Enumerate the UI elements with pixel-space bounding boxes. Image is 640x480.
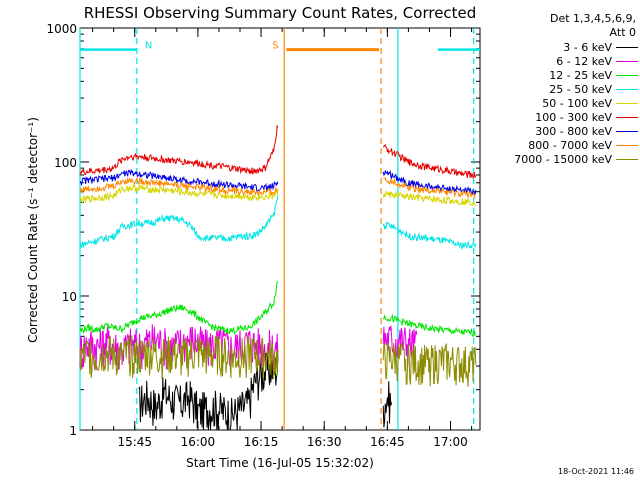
y-tick-label: 1 [69,424,77,438]
legend-swatch [616,102,638,104]
legend-swatch [616,130,638,132]
annotation-label: S [272,41,278,52]
legend-item-label: 6 - 12 keV [556,54,612,68]
legend-item-label: 3 - 6 keV [563,40,612,54]
series-line [79,177,477,199]
series-line [79,335,477,387]
legend-item-label: 100 - 300 keV [535,110,612,124]
legend-item-label: 25 - 50 keV [549,82,612,96]
timestamp: 18-Oct-2021 11:46 [558,467,634,476]
legend-swatch [616,116,638,118]
legend-item-label: 300 - 800 keV [535,124,612,138]
legend-swatch [616,158,638,160]
legend-item: 100 - 300 keV [482,110,638,124]
legend-item-label: 800 - 7000 keV [528,138,612,152]
legend-item-label: 7000 - 15000 keV [514,152,612,166]
y-tick-label: 100 [54,156,77,170]
x-axis-label: Start Time (16-Jul-05 15:32:02) [186,456,374,470]
legend-swatch [616,88,638,90]
legend-swatch [616,60,638,62]
legend-item-label: 50 - 100 keV [542,96,612,110]
legend-header-detectors: Det 1,3,4,5,6,9, [549,12,636,25]
series-line [79,125,477,179]
legend-header-attenuator: Att 0 [609,26,636,39]
x-tick-label: 16:30 [307,435,342,449]
legend-item: 25 - 50 keV [482,82,638,96]
y-tick-label: 1000 [46,22,77,36]
annotation-label: N [145,41,152,52]
legend-item: 300 - 800 keV [482,124,638,138]
x-tick-label: 15:45 [117,435,152,449]
x-tick-label: 16:15 [244,435,279,449]
legend-item: 12 - 25 keV [482,68,638,82]
legend: Det 1,3,4,5,6,9, Att 0 3 - 6 keV 6 - 12 k… [482,12,638,166]
series-line [79,183,477,207]
x-tick-label: 16:45 [370,435,405,449]
x-tick-label: 17:00 [433,435,468,449]
x-tick-label: 16:00 [181,435,216,449]
legend-swatch [616,144,638,146]
legend-item: 50 - 100 keV [482,96,638,110]
series-line [79,169,477,196]
chart-title: RHESSI Observing Summary Count Rates, Co… [84,4,477,22]
y-axis-label: Corrected Count Rate (s⁻¹ detector⁻¹) [26,117,40,343]
legend-items: 3 - 6 keV 6 - 12 keV 12 - 25 keV 25 - 50 ke… [482,40,638,166]
legend-item: 7000 - 15000 keV [482,152,638,166]
y-tick-label: 10 [62,290,77,304]
legend-swatch [616,74,638,76]
legend-item: 3 - 6 keV [482,40,638,54]
legend-item-label: 12 - 25 keV [549,68,612,82]
series-line [138,351,393,431]
legend-item: 800 - 7000 keV [482,138,638,152]
legend-item: 6 - 12 keV [482,54,638,68]
legend-swatch [616,46,638,48]
plot-area: 1 10 100 1000 15:45 16:00 16:15 16:30 16:45 17:00… [46,22,481,449]
series-line [79,195,477,250]
series-line [79,280,477,338]
